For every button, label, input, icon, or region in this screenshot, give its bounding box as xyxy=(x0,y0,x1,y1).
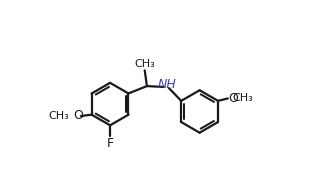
Text: NH: NH xyxy=(157,78,176,91)
Text: O: O xyxy=(73,109,83,122)
Text: F: F xyxy=(107,137,114,150)
Text: CH₃: CH₃ xyxy=(49,111,70,121)
Text: CH₃: CH₃ xyxy=(134,59,155,69)
Text: O: O xyxy=(228,92,238,105)
Text: CH₃: CH₃ xyxy=(232,93,253,103)
